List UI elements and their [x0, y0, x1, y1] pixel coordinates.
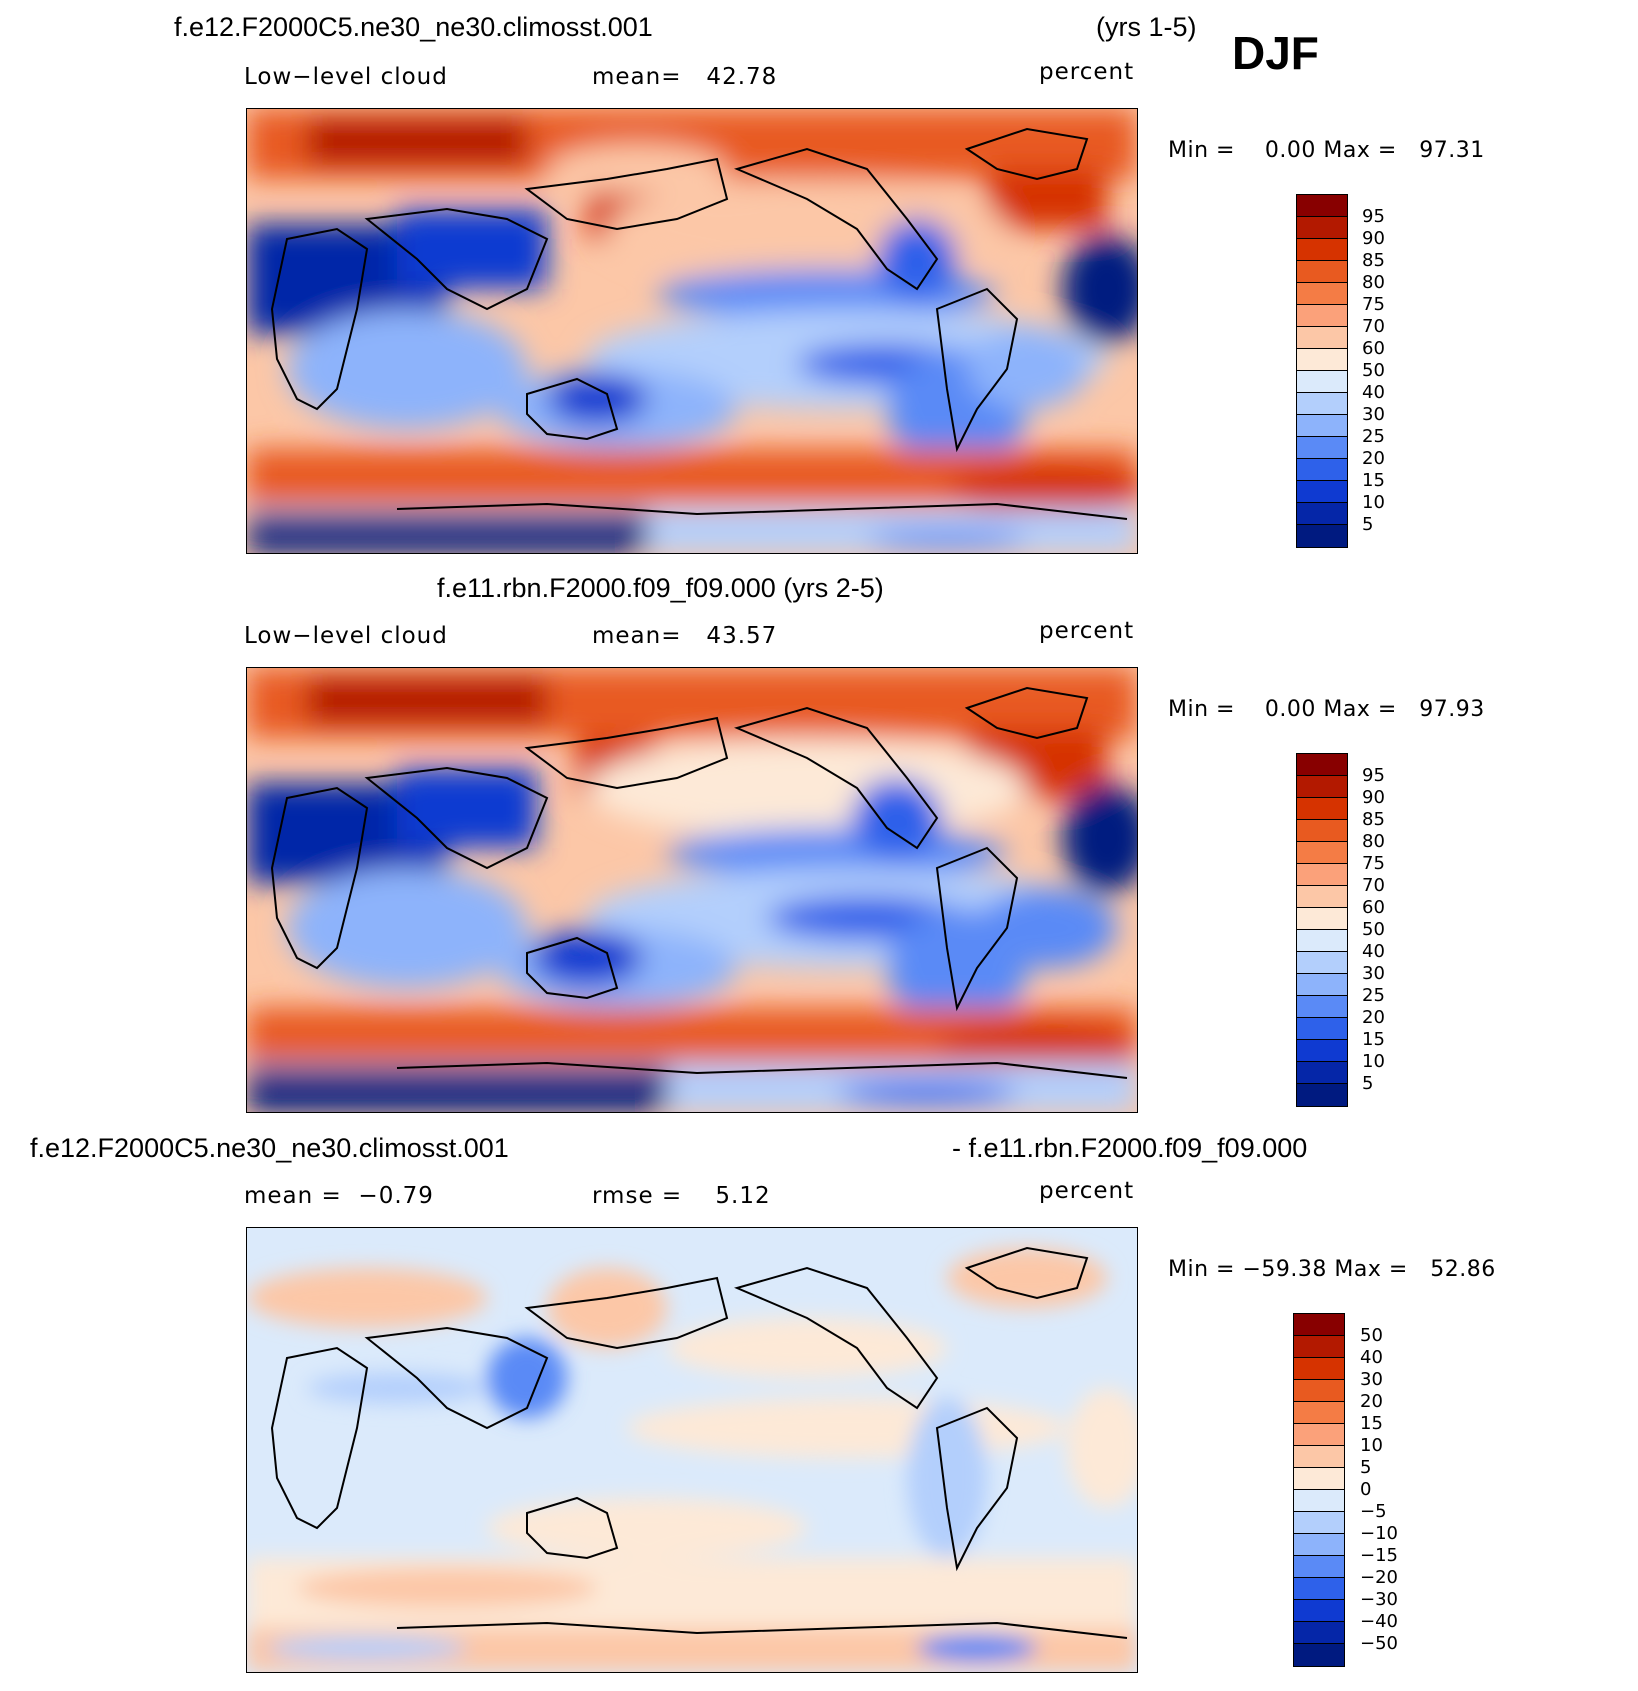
panel2-colorbar-label: 40 [1362, 941, 1385, 962]
panel3-units: percent [1039, 1178, 1135, 1204]
panel3-colorbar-label: −10 [1360, 1523, 1398, 1544]
panel1-colorbar-label: 85 [1362, 250, 1385, 271]
panel3-colorbar-label: 10 [1360, 1435, 1383, 1456]
panel3-colorbar-label: 15 [1360, 1413, 1383, 1434]
panel3-mean: mean = −0.79 [244, 1183, 434, 1209]
panel1-mean: mean= 42.78 [592, 64, 778, 90]
panel2-map [246, 667, 1138, 1113]
season-label: DJF [1232, 27, 1319, 79]
panel3-colorbar-label: −15 [1360, 1545, 1398, 1566]
panel2-colorbar-label: 85 [1362, 809, 1385, 830]
panel1-colorbar-label: 80 [1362, 272, 1385, 293]
panel3-minmax: Min = −59.38 Max = 52.86 [1168, 1257, 1496, 1282]
panel2-colorbar-label: 70 [1362, 875, 1385, 896]
panel1-variable: Low−level cloud [244, 64, 448, 90]
panel2-colorbar-label: 90 [1362, 787, 1385, 808]
case1-title: f.e12.F2000C5.ne30_ne30.climosst.001 [174, 12, 653, 42]
panel1-colorbar-label: 30 [1362, 404, 1385, 425]
case1-years: (yrs 1-5) [1096, 12, 1197, 42]
panel1-colorbar-label: 5 [1362, 514, 1374, 535]
panel2-colorbar-label: 95 [1362, 765, 1385, 786]
panel3-colorbar [1293, 1313, 1345, 1667]
panel2-minmax: Min = 0.00 Max = 97.93 [1168, 697, 1485, 722]
panel1-units: percent [1039, 59, 1135, 85]
panel2-colorbar [1296, 753, 1348, 1107]
panel1-colorbar-label: 20 [1362, 448, 1385, 469]
panel1-colorbar-label: 95 [1362, 206, 1385, 227]
panel1-colorbar-label: 10 [1362, 492, 1385, 513]
panel1-colorbar-label: 40 [1362, 382, 1385, 403]
panel3-map [246, 1227, 1138, 1673]
panel2-colorbar-label: 25 [1362, 985, 1385, 1006]
panel3-colorbar-label: −20 [1360, 1567, 1398, 1588]
panel3-colorbar-label: 5 [1360, 1457, 1372, 1478]
panel3-colorbar-label: 0 [1360, 1479, 1372, 1500]
panel2-units: percent [1039, 618, 1135, 644]
panel2-colorbar-label: 75 [1362, 853, 1385, 874]
panel3-colorbar-label: −5 [1360, 1501, 1387, 1522]
panel3-rmse: rmse = 5.12 [592, 1183, 771, 1209]
panel3-colorbar-label: 50 [1360, 1325, 1383, 1346]
panel2-mean: mean= 43.57 [592, 623, 778, 649]
panel1-colorbar-label: 25 [1362, 426, 1385, 447]
diff-title-left: f.e12.F2000C5.ne30_ne30.climosst.001 [30, 1133, 509, 1163]
panel1-colorbar-label: 90 [1362, 228, 1385, 249]
panel1-colorbar-label: 70 [1362, 316, 1385, 337]
panel3-colorbar-label: −50 [1360, 1633, 1398, 1654]
panel1-colorbar [1296, 194, 1348, 548]
panel2-colorbar-label: 10 [1362, 1051, 1385, 1072]
panel2-colorbar-label: 15 [1362, 1029, 1385, 1050]
panel2-colorbar-label: 30 [1362, 963, 1385, 984]
panel3-colorbar-label: −30 [1360, 1589, 1398, 1610]
panel1-colorbar-label: 15 [1362, 470, 1385, 491]
panel2-variable: Low−level cloud [244, 623, 448, 649]
panel3-colorbar-label: −40 [1360, 1611, 1398, 1632]
case2-title: f.e11.rbn.F2000.f09_f09.000 (yrs 2-5) [437, 573, 884, 603]
panel2-colorbar-label: 50 [1362, 919, 1385, 940]
panel2-colorbar-label: 5 [1362, 1073, 1374, 1094]
panel2-colorbar-label: 80 [1362, 831, 1385, 852]
panel2-colorbar-label: 60 [1362, 897, 1385, 918]
panel1-colorbar-label: 60 [1362, 338, 1385, 359]
panel1-colorbar-label: 50 [1362, 360, 1385, 381]
panel3-colorbar-label: 40 [1360, 1347, 1383, 1368]
panel3-colorbar-label: 30 [1360, 1369, 1383, 1390]
panel2-colorbar-label: 20 [1362, 1007, 1385, 1028]
panel1-colorbar-label: 75 [1362, 294, 1385, 315]
panel1-minmax: Min = 0.00 Max = 97.31 [1168, 138, 1485, 163]
panel3-colorbar-label: 20 [1360, 1391, 1383, 1412]
diff-title-right: - f.e11.rbn.F2000.f09_f09.000 [952, 1133, 1308, 1163]
panel1-map [246, 108, 1138, 554]
